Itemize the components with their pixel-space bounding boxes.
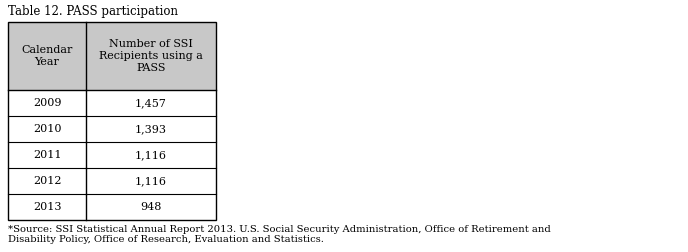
Text: 2012: 2012 [33, 176, 61, 186]
Bar [8, 90, 216, 116]
Text: 948: 948 [140, 202, 162, 212]
Text: Calendar
Year: Calendar Year [21, 45, 73, 67]
Text: *Source: SSI Statistical Annual Report 2013. U.S. Social Security Administration: *Source: SSI Statistical Annual Report 2… [8, 225, 551, 244]
Text: Table 12. PASS participation: Table 12. PASS participation [8, 5, 178, 18]
Bar [8, 168, 216, 194]
Text: 2010: 2010 [33, 124, 61, 134]
Bar [8, 22, 216, 90]
Bar [8, 22, 216, 220]
Text: 1,116: 1,116 [135, 176, 167, 186]
Text: 2013: 2013 [33, 202, 61, 212]
Text: 2011: 2011 [33, 150, 61, 160]
Text: 1,116: 1,116 [135, 150, 167, 160]
Text: 1,457: 1,457 [135, 98, 167, 108]
Text: Number of SSI
Recipients using a
PASS: Number of SSI Recipients using a PASS [99, 39, 203, 73]
Text: 2009: 2009 [33, 98, 61, 108]
Bar [8, 142, 216, 168]
Bar [8, 194, 216, 220]
Bar [8, 116, 216, 142]
Text: 1,393: 1,393 [135, 124, 167, 134]
